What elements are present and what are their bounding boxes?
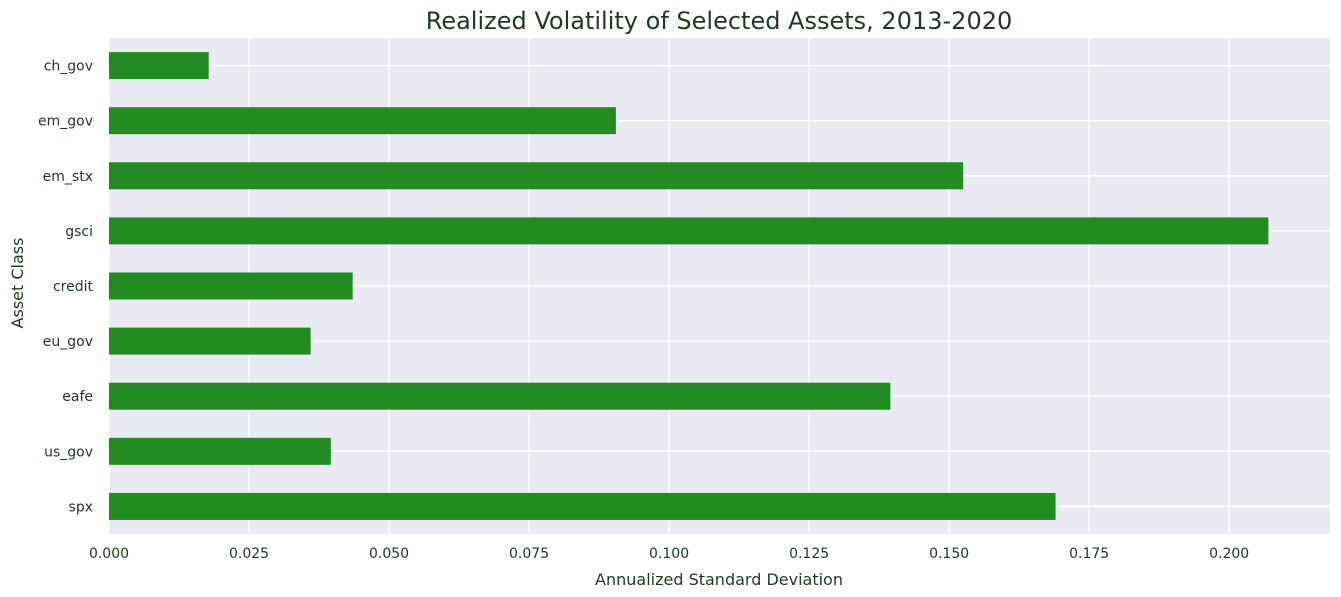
y-axis-label: Asset Class	[8, 238, 27, 329]
category-label: us_gov	[44, 444, 93, 460]
x-tick-label: 0.175	[1069, 546, 1109, 562]
category-label: em_stx	[43, 169, 93, 185]
category-label: eu_gov	[43, 334, 93, 350]
bar-eafe	[109, 383, 890, 410]
chart-title: Realized Volatility of Selected Assets, …	[426, 7, 1013, 35]
category-label: em_gov	[38, 114, 93, 130]
bar-credit	[109, 272, 353, 299]
bar-eu-gov	[109, 328, 311, 355]
category-label: credit	[53, 279, 94, 295]
category-label: spx	[69, 499, 93, 515]
x-tick-label: 0.200	[1209, 546, 1249, 562]
bar-us-gov	[109, 438, 331, 465]
x-tick-label: 0.000	[89, 546, 129, 562]
x-tick-label: 0.050	[369, 546, 409, 562]
category-label: ch_gov	[44, 59, 93, 75]
bar-gsci	[109, 217, 1268, 244]
x-tick-label: 0.075	[509, 546, 549, 562]
x-axis-label: Annualized Standard Deviation	[595, 570, 843, 589]
bar-em-gov	[109, 107, 616, 134]
x-tick-label: 0.025	[229, 546, 269, 562]
x-tick-label: 0.125	[789, 546, 829, 562]
category-label: eafe	[62, 389, 93, 405]
x-tick-labels: 0.000 0.025 0.050 0.075 0.100 0.125 0.150 0.175…	[89, 546, 1249, 562]
x-tick-label: 0.150	[929, 546, 969, 562]
bar-spx	[109, 493, 1056, 520]
bar-em-stx	[109, 162, 963, 189]
category-label: gsci	[65, 224, 93, 240]
x-tick-label: 0.100	[649, 546, 689, 562]
bar-ch-gov	[109, 52, 209, 79]
